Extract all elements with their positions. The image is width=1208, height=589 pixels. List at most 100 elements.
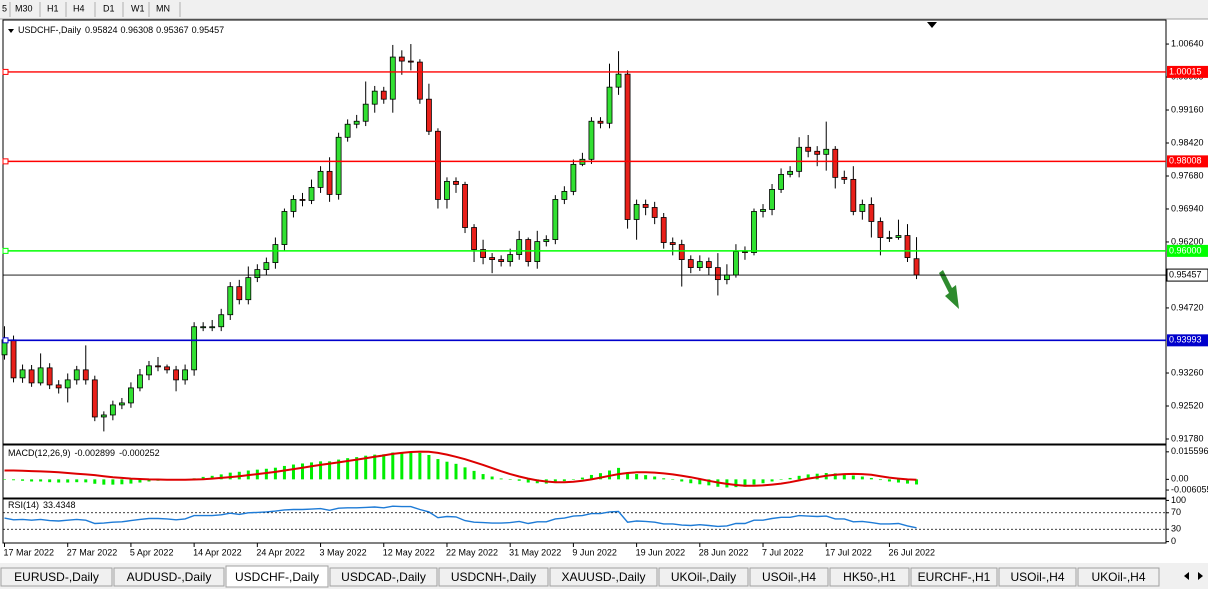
macd-bar (264, 468, 268, 480)
candle-body (805, 146, 812, 152)
symbol-tab-label[interactable]: EURCHF-,H1 (918, 570, 991, 584)
header-close: 0.95457 (192, 25, 225, 35)
macd-signal-value: -0.000252 (119, 448, 160, 458)
y-tick-label: 0.98420 (1171, 137, 1204, 147)
candle-body (37, 367, 44, 384)
candle-body (886, 237, 893, 239)
candle-body (769, 189, 775, 210)
symbol-tab-label[interactable]: USDCAD-,Daily (341, 570, 426, 584)
x-tick-label: 19 Jun 2022 (636, 547, 686, 557)
symbol-tab[interactable] (749, 567, 829, 587)
y-tick-label: 0.97680 (1171, 170, 1204, 180)
macd-bar (806, 474, 810, 480)
symbol-tab[interactable] (549, 567, 658, 587)
symbol-tab-label[interactable]: UKOil-,H4 (1091, 570, 1145, 584)
candle-body (832, 148, 839, 178)
candle-body (543, 239, 550, 242)
symbol-tab[interactable] (998, 567, 1077, 587)
candle-body (444, 180, 450, 200)
symbol-tab-label[interactable]: EURUSD-,Daily (14, 570, 99, 584)
macd-bar (752, 479, 756, 485)
candle-body (552, 199, 559, 240)
period-button[interactable]: MN (156, 3, 170, 13)
period-button[interactable]: H4 (73, 3, 85, 13)
macd-bar (797, 475, 801, 480)
symbol-tab[interactable] (329, 567, 438, 587)
rsi-line (4, 505, 917, 529)
header-open: 0.95824 (85, 25, 118, 35)
macd-bar (626, 472, 630, 480)
candle-body (687, 259, 694, 268)
period-button[interactable]: D1 (103, 3, 115, 13)
macd-bar (400, 452, 404, 480)
candle-body (109, 404, 116, 416)
candle-body (236, 286, 243, 301)
period-button[interactable]: 5 (2, 3, 7, 13)
macd-panel (2, 444, 1167, 499)
level-anchor (2, 337, 9, 344)
symbol-tab-label[interactable]: USOil-,H4 (762, 570, 816, 584)
candle-body (182, 369, 189, 381)
period-button[interactable]: M30 (15, 3, 33, 13)
macd-bar (553, 479, 557, 483)
symbol-tab[interactable] (910, 567, 998, 587)
y-tick-label: 0.93260 (1171, 367, 1204, 377)
x-tick-label: 12 May 2022 (383, 547, 435, 557)
symbol-tab-label[interactable]: AUDUSD-,Daily (127, 570, 212, 584)
symbol-tab-label[interactable]: USOil-,H4 (1010, 570, 1064, 584)
symbol-tab-label[interactable]: USDCNH-,Daily (451, 570, 536, 584)
level-anchor (2, 247, 9, 254)
period-button[interactable]: H1 (47, 3, 59, 13)
y-tick-label: 0.92520 (1171, 400, 1204, 410)
period-button[interactable]: W1 (131, 3, 145, 13)
symbol-tab[interactable] (225, 565, 329, 588)
symbol-tab-label[interactable]: UKOil-,Daily (671, 570, 736, 584)
candle-body (823, 148, 830, 155)
macd-bar (3, 479, 6, 480)
candle-body (751, 211, 757, 253)
symbol-tab-label[interactable]: XAUUSD-,Daily (561, 570, 645, 584)
candle-body (209, 326, 216, 329)
level-label: 1.00015 (1169, 66, 1202, 76)
candle-body (660, 217, 667, 243)
macd-bar (273, 467, 277, 480)
symbol-tab[interactable] (658, 567, 749, 587)
candle-body (73, 369, 80, 381)
macd-bar (21, 479, 25, 481)
candle-body (471, 227, 477, 250)
header-low: 0.95367 (156, 25, 189, 35)
candle-body (362, 103, 369, 122)
candle-body (498, 259, 505, 262)
symbol-tab[interactable] (829, 567, 910, 587)
macd-bar (84, 479, 88, 483)
candle-body (868, 204, 875, 222)
symbol-tab[interactable] (113, 567, 225, 587)
macd-bar (445, 461, 449, 480)
candle-body (191, 326, 198, 371)
candle-body (82, 369, 89, 381)
symbol-tab[interactable] (1077, 567, 1160, 587)
symbol-tab-label[interactable]: USDCHF-,Daily (235, 570, 319, 584)
symbol-tab[interactable] (0, 567, 113, 587)
tab-scroll-right[interactable] (1198, 572, 1203, 580)
macd-bar (770, 479, 774, 482)
symbol-tab[interactable] (438, 567, 549, 587)
y-tick-label: -0.006055 (1171, 484, 1208, 494)
candle-body (200, 326, 207, 329)
candle-body (344, 123, 351, 138)
macd-bar (291, 464, 295, 480)
y-tick-label: 0.94720 (1171, 302, 1204, 312)
candle-body (724, 274, 730, 281)
symbol-tab-label[interactable]: HK50-,H1 (843, 570, 896, 584)
x-tick-label: 17 Mar 2022 (4, 547, 55, 557)
candle-body (714, 267, 721, 281)
macd-bar (653, 476, 657, 480)
candle-body (606, 86, 613, 124)
level-anchor (2, 158, 9, 165)
x-tick-label: 27 Mar 2022 (67, 547, 118, 557)
tab-scroll-left[interactable] (1184, 572, 1189, 580)
level-label-box (1167, 334, 1208, 347)
macd-bar (219, 474, 223, 480)
macd-bar (662, 478, 666, 480)
